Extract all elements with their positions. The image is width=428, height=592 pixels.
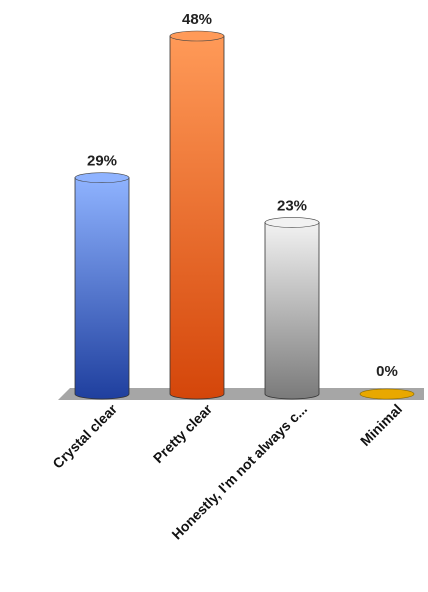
value-label-0: 29% (87, 153, 117, 170)
value-label-2: 23% (277, 197, 307, 214)
bar-2 (265, 222, 319, 399)
bar-cap-0 (75, 173, 129, 183)
category-label-0: Crystal clear (49, 400, 120, 471)
value-label-1: 48% (182, 11, 212, 28)
bar-3 (360, 389, 414, 399)
category-label-1: Pretty clear (150, 400, 216, 466)
bar-cap-2 (265, 217, 319, 227)
bar-cap-1 (170, 31, 224, 41)
category-label-3: Minimal (357, 401, 405, 449)
bar-0 (75, 178, 129, 399)
bar-1 (170, 36, 224, 399)
value-label-3: 0% (376, 363, 398, 380)
